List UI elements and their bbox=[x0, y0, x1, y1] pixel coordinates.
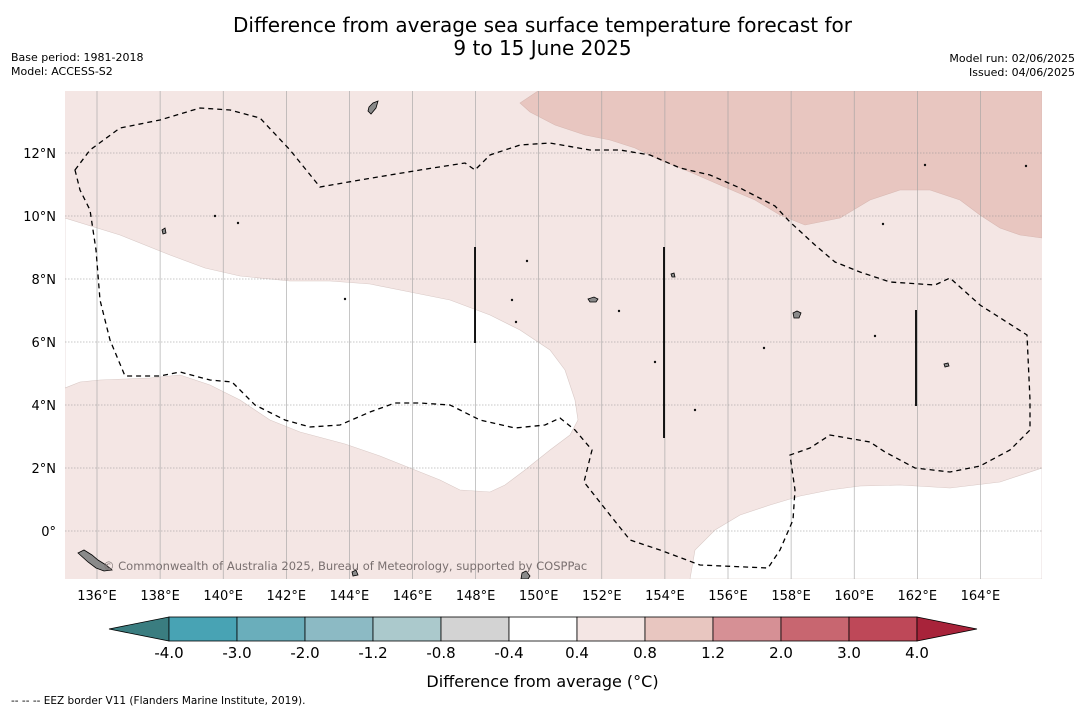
colorbar-tick-label: -1.2 bbox=[358, 644, 387, 662]
colorbar-tick-label: -4.0 bbox=[154, 644, 183, 662]
colorbar-extend-low bbox=[109, 617, 169, 641]
islet-13 bbox=[924, 164, 926, 166]
longitude-tick-label: 140°E bbox=[203, 589, 243, 604]
islet-12 bbox=[882, 223, 884, 225]
colorbar-segment bbox=[781, 617, 849, 641]
latitude-tick-label: 0° bbox=[41, 525, 56, 540]
island-small-1 bbox=[671, 273, 675, 277]
colorbar-tick-label: 0.8 bbox=[633, 644, 657, 662]
longitude-tick-label: 164°E bbox=[961, 589, 1001, 604]
colorbar-tick-label: -2.0 bbox=[290, 644, 319, 662]
islet-1 bbox=[214, 215, 216, 217]
colorbar-segment bbox=[237, 617, 305, 641]
latitude-labels: 12°N 10°N 8°N 6°N 4°N 2°N 0° bbox=[23, 147, 56, 540]
latitude-tick-label: 4°N bbox=[32, 399, 57, 414]
longitude-labels: 136°E 138°E 140°E 142°E 144°E 146°E 148°E 150°E… bbox=[77, 589, 1000, 604]
colorbar-tick-label: 3.0 bbox=[837, 644, 861, 662]
islet-9 bbox=[694, 409, 696, 411]
longitude-tick-label: 152°E bbox=[582, 589, 622, 604]
copyright-credit: © Commonwealth of Australia 2025, Bureau… bbox=[103, 559, 587, 573]
colorbar-segment bbox=[645, 617, 713, 641]
colorbar-extend-high bbox=[917, 617, 977, 641]
colorbar-tick-label: 0.4 bbox=[565, 644, 589, 662]
longitude-tick-label: 162°E bbox=[898, 589, 938, 604]
forecast-map: © Commonwealth of Australia 2025, Bureau… bbox=[0, 0, 1085, 713]
map-panel: © Commonwealth of Australia 2025, Bureau… bbox=[65, 91, 1042, 579]
longitude-tick-label: 148°E bbox=[456, 589, 496, 604]
latitude-tick-label: 6°N bbox=[32, 336, 57, 351]
longitude-tick-label: 160°E bbox=[834, 589, 874, 604]
colorbar-segment bbox=[305, 617, 373, 641]
islet-7 bbox=[515, 321, 517, 323]
colorbar-tick-label: 4.0 bbox=[905, 644, 929, 662]
islet-6 bbox=[618, 310, 620, 312]
islet-11 bbox=[874, 335, 876, 337]
islet-3 bbox=[526, 260, 528, 262]
longitude-tick-label: 146°E bbox=[393, 589, 433, 604]
latitude-tick-label: 12°N bbox=[23, 147, 56, 162]
eez-footnote: -- -- -- EEZ border V11 (Flanders Marine… bbox=[11, 695, 305, 707]
colorbar-segment bbox=[509, 617, 577, 641]
latitude-tick-label: 10°N bbox=[23, 210, 56, 225]
colorbar-tick-label: 1.2 bbox=[701, 644, 725, 662]
longitude-tick-label: 138°E bbox=[140, 589, 180, 604]
island-kosrae bbox=[944, 363, 949, 367]
colorbar-segment bbox=[441, 617, 509, 641]
islet-8 bbox=[654, 361, 656, 363]
colorbar-label: Difference from average (°C) bbox=[0, 672, 1085, 691]
island-pohnpei bbox=[793, 311, 801, 318]
islet-5 bbox=[511, 299, 513, 301]
longitude-tick-label: 142°E bbox=[267, 589, 307, 604]
islet-2 bbox=[237, 222, 239, 224]
longitude-tick-label: 158°E bbox=[771, 589, 811, 604]
longitude-tick-label: 150°E bbox=[519, 589, 559, 604]
longitude-tick-label: 144°E bbox=[330, 589, 370, 604]
colorbar: -4.0 -3.0 -2.0 -1.2 -0.8 -0.4 0.4 0.8 1.2 2.0 3.0 4… bbox=[109, 617, 977, 662]
islet-4 bbox=[344, 298, 346, 300]
colorbar-segment bbox=[577, 617, 645, 641]
colorbar-segment bbox=[713, 617, 781, 641]
colorbar-tick-label: 2.0 bbox=[769, 644, 793, 662]
islet-14 bbox=[1025, 165, 1027, 167]
latitude-tick-label: 8°N bbox=[32, 273, 57, 288]
colorbar-segment bbox=[169, 617, 237, 641]
islet-10 bbox=[763, 347, 765, 349]
latitude-tick-label: 2°N bbox=[32, 462, 57, 477]
colorbar-segment bbox=[849, 617, 917, 641]
colorbar-segment bbox=[373, 617, 441, 641]
longitude-tick-label: 156°E bbox=[708, 589, 748, 604]
colorbar-tick-label: -3.0 bbox=[222, 644, 251, 662]
colorbar-tick-label: -0.8 bbox=[426, 644, 455, 662]
colorbar-tick-label: -0.4 bbox=[494, 644, 523, 662]
longitude-tick-label: 136°E bbox=[77, 589, 117, 604]
longitude-tick-label: 154°E bbox=[645, 589, 685, 604]
